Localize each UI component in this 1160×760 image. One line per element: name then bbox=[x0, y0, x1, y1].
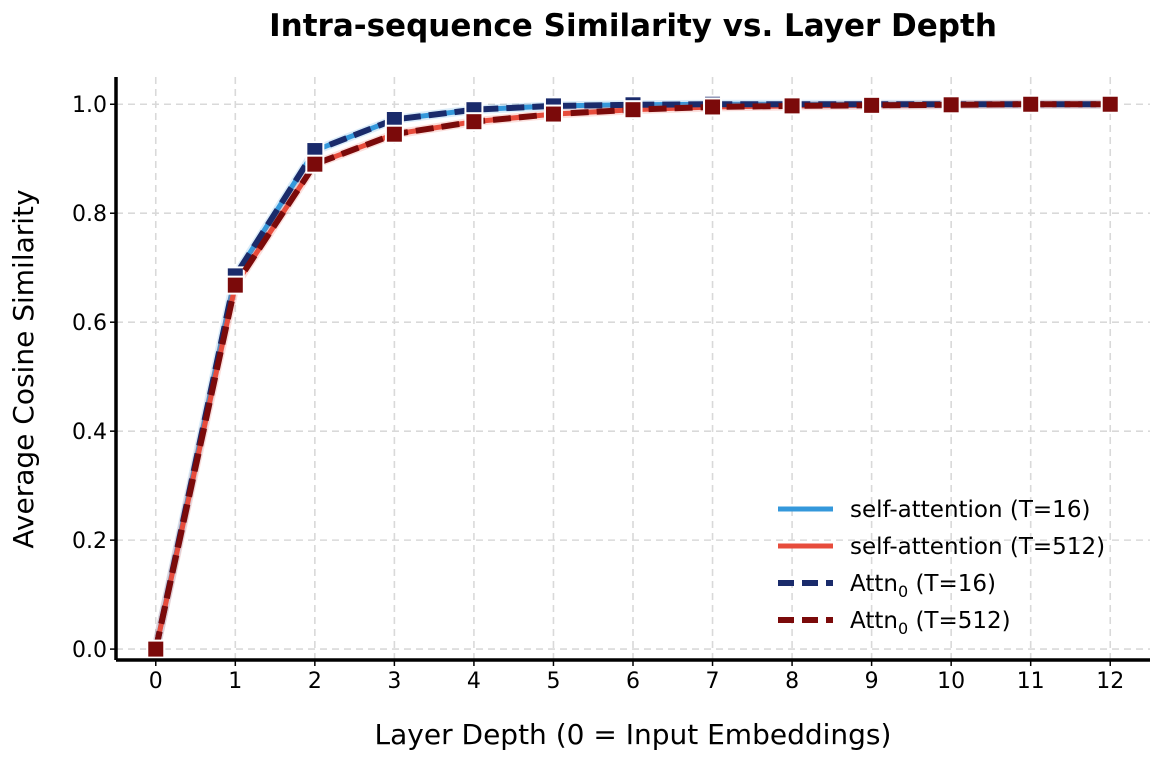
data-point-3-0 bbox=[146, 639, 166, 659]
legend-label-subscript: 0 bbox=[898, 619, 908, 638]
data-point-3-11 bbox=[1021, 94, 1041, 114]
chart-title: Intra-sequence Similarity vs. Layer Dept… bbox=[269, 8, 997, 44]
legend-item-3: Attn0 (T=512) bbox=[778, 608, 1011, 638]
x-tick-label: 5 bbox=[546, 669, 560, 694]
data-point-3-7 bbox=[703, 97, 723, 117]
x-tick-label: 6 bbox=[626, 669, 640, 694]
x-tick-label: 4 bbox=[467, 669, 481, 694]
data-point-3-3 bbox=[384, 124, 404, 144]
legend-label-suffix: (T=16) bbox=[1003, 497, 1091, 523]
x-tick-label: 8 bbox=[785, 669, 799, 694]
series-group bbox=[146, 94, 1120, 659]
ticks: 0 1 2 3 4 5 6 7 8 9 10 11 120.00.20.40.60.81.0 bbox=[72, 93, 1124, 694]
x-tick-label: 9 bbox=[865, 669, 879, 694]
data-point-3-12 bbox=[1100, 94, 1120, 114]
y-tick-label: 0.2 bbox=[72, 529, 107, 554]
data-point-3-6 bbox=[623, 100, 643, 120]
x-axis-label: Layer Depth (0 = Input Embeddings) bbox=[375, 718, 892, 751]
x-tick-label: 0 bbox=[149, 669, 163, 694]
x-tick-label: 11 bbox=[1017, 669, 1045, 694]
legend-label-text: self-attention bbox=[850, 497, 1003, 523]
x-tick-label: 1 bbox=[228, 669, 242, 694]
data-point-3-5 bbox=[543, 104, 563, 124]
y-tick-label: 0.6 bbox=[72, 311, 107, 336]
legend-label-suffix: (T=16) bbox=[908, 571, 996, 597]
legend-item-2: Attn0 (T=16) bbox=[778, 571, 996, 601]
y-tick-label: 1.0 bbox=[72, 93, 107, 118]
legend-label-0: self-attention (T=16) bbox=[850, 497, 1090, 523]
data-point-3-9 bbox=[862, 95, 882, 115]
legend-label-text: self-attention bbox=[850, 534, 1003, 560]
legend-label-text: Attn bbox=[850, 608, 898, 634]
legend-item-1: self-attention (T=512) bbox=[778, 534, 1105, 560]
y-tick-label: 0.0 bbox=[72, 638, 107, 663]
legend-item-0: self-attention (T=16) bbox=[778, 497, 1090, 523]
data-point-3-10 bbox=[941, 95, 961, 115]
series-3 bbox=[146, 94, 1120, 659]
legend-label-3: Attn0 (T=512) bbox=[850, 608, 1011, 638]
data-point-3-4 bbox=[464, 112, 484, 132]
data-point-3-1 bbox=[225, 275, 245, 295]
legend: self-attention (T=16)self-attention (T=5… bbox=[778, 497, 1105, 638]
x-tick-label: 7 bbox=[706, 669, 720, 694]
x-tick-label: 3 bbox=[387, 669, 401, 694]
legend-label-suffix: (T=512) bbox=[908, 608, 1010, 634]
y-tick-label: 0.8 bbox=[72, 202, 107, 227]
legend-label-1: self-attention (T=512) bbox=[850, 534, 1105, 560]
grid bbox=[116, 77, 1150, 660]
legend-label-suffix: (T=512) bbox=[1003, 534, 1105, 560]
data-point-3-2 bbox=[305, 154, 325, 174]
x-tick-label: 2 bbox=[308, 669, 322, 694]
x-tick-label: 12 bbox=[1096, 669, 1124, 694]
y-tick-label: 0.4 bbox=[72, 420, 107, 445]
legend-label-2: Attn0 (T=16) bbox=[850, 571, 996, 601]
legend-label-subscript: 0 bbox=[898, 582, 908, 601]
y-axis-label: Average Cosine Similarity bbox=[7, 189, 40, 548]
x-tick-label: 10 bbox=[937, 669, 965, 694]
data-point-3-8 bbox=[782, 96, 802, 116]
legend-label-text: Attn bbox=[850, 571, 898, 597]
